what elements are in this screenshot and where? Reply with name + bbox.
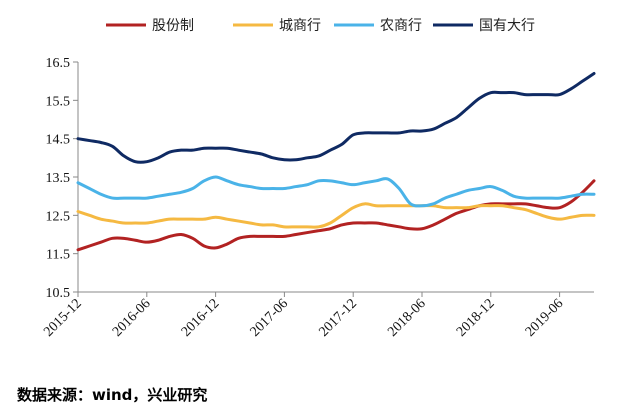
legend-label: 国有大行 bbox=[479, 18, 535, 34]
legend-label: 城商行 bbox=[279, 18, 321, 34]
y-tick-label: 14.5 bbox=[46, 133, 71, 148]
series-lines bbox=[76, 72, 596, 252]
y-tick-label: 10.5 bbox=[46, 286, 71, 301]
series-line-3 bbox=[76, 175, 596, 208]
series-line-1 bbox=[76, 179, 596, 252]
legend-label: 股份制 bbox=[152, 18, 194, 34]
y-tick-label: 12.5 bbox=[46, 209, 71, 224]
line-chart: 股份制 城商行 农商行 国有大行 10.5 11.5 12.5 13.5 14.5 15.5 16… bbox=[41, 18, 596, 340]
series-line-2 bbox=[76, 202, 596, 229]
legend-label: 农商行 bbox=[380, 18, 422, 34]
y-tick-label: 16.5 bbox=[46, 56, 71, 71]
x-tick-label: 2016-12 bbox=[179, 296, 223, 340]
x-tick-label: 2015-12 bbox=[41, 296, 85, 340]
source-note: 数据来源：wind，兴业研究 bbox=[17, 386, 208, 404]
series-line-4 bbox=[76, 72, 596, 164]
x-tick-label: 2016-06 bbox=[110, 296, 154, 340]
x-axis: 2015-12 2016-06 2016-12 2017-06 2017-12 2018-… bbox=[41, 291, 594, 340]
legend: 股份制 城商行 农商行 国有大行 bbox=[106, 18, 535, 34]
x-tick-label: 2019-06 bbox=[523, 296, 567, 340]
x-tick-label: 2018-12 bbox=[454, 296, 498, 340]
x-tick-label: 2018-06 bbox=[385, 296, 429, 340]
y-tick-label: 11.5 bbox=[46, 248, 70, 263]
y-tick-label: 13.5 bbox=[46, 171, 71, 186]
y-tick-label: 15.5 bbox=[46, 94, 71, 109]
x-tick-label: 2017-06 bbox=[248, 296, 292, 340]
x-tick-label: 2017-12 bbox=[316, 296, 360, 340]
y-axis: 10.5 11.5 12.5 13.5 14.5 15.5 16.5 bbox=[46, 56, 79, 301]
